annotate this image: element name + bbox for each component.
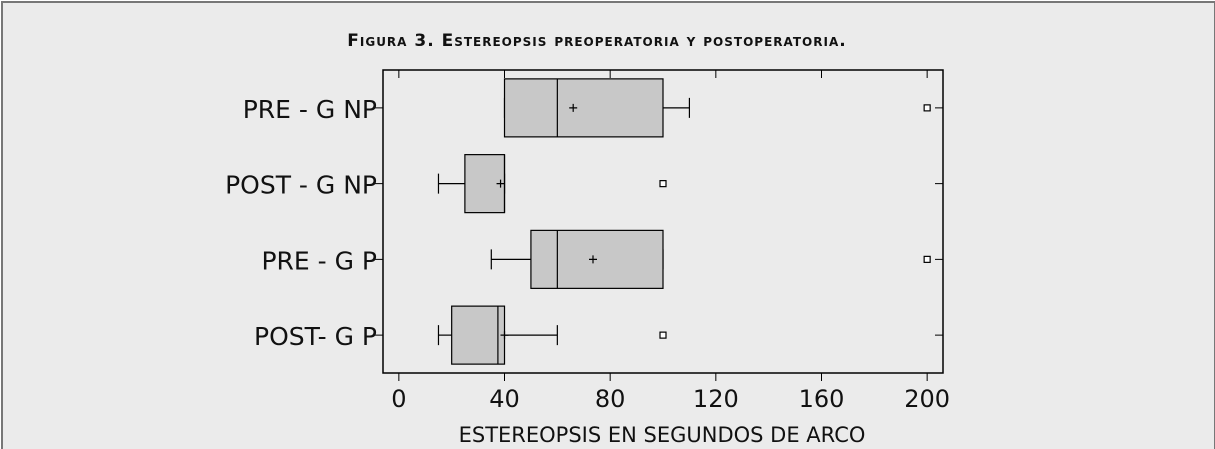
- outlier: [923, 255, 931, 263]
- x-tick-label: 0: [391, 385, 406, 413]
- box: [451, 305, 506, 365]
- y-tick-label: PRE - G P: [261, 246, 377, 275]
- outlier: [659, 331, 667, 339]
- chart-title: Figura 3. Estereopsis preoperatoria y po…: [347, 31, 846, 51]
- plot-area: [382, 69, 944, 374]
- outlier: [923, 104, 931, 112]
- y-tick-label: POST - G NP: [225, 171, 377, 200]
- y-tick-label: POST- G P: [254, 322, 377, 351]
- x-tick-label: 160: [799, 385, 845, 413]
- mean-marker: [569, 103, 578, 112]
- mean-marker: [500, 331, 509, 340]
- mean-marker: [589, 255, 597, 264]
- x-tick-label: 80: [595, 385, 626, 413]
- y-tick-label: PRE - G NP: [243, 95, 377, 124]
- box: [503, 78, 664, 138]
- x-axis-label: ESTEREOPSIS EN SEGUNDOS DE ARCO: [459, 423, 866, 447]
- x-tick-label: 40: [489, 385, 520, 413]
- x-tick-label: 200: [904, 385, 950, 413]
- x-tick-label: 120: [693, 385, 739, 413]
- outlier: [659, 180, 667, 188]
- mean-marker: [496, 179, 505, 188]
